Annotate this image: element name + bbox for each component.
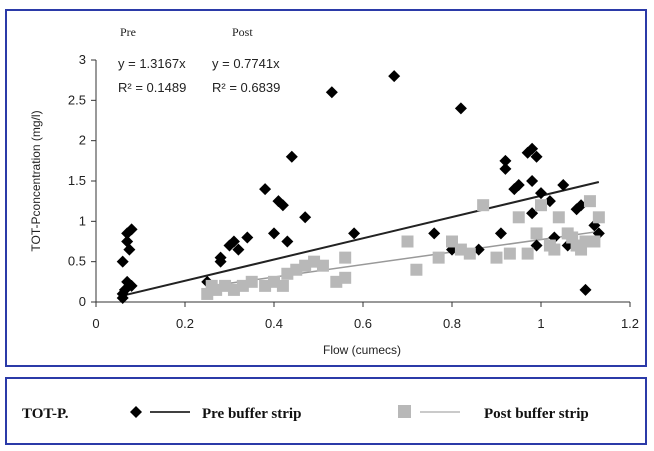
x-tick-label: 0.2 xyxy=(176,316,194,331)
pre-data-point xyxy=(123,243,136,256)
pre-data-point xyxy=(241,231,254,244)
post-data-point xyxy=(316,259,329,272)
y-tick-label: 2.5 xyxy=(68,92,86,107)
points-layer xyxy=(116,70,605,304)
pre-data-point xyxy=(494,227,507,240)
post-data-point xyxy=(339,271,352,284)
pre-data-point xyxy=(116,255,129,268)
post-data-point xyxy=(521,247,534,260)
y-tick-label: 0.5 xyxy=(68,254,86,269)
x-tick-label: 0 xyxy=(92,316,99,331)
pre-data-point xyxy=(232,243,245,256)
pre-data-point xyxy=(227,235,240,248)
post-data-point xyxy=(592,211,605,224)
annotation-post-heading: Post xyxy=(232,25,253,39)
x-tick-label: 0.8 xyxy=(443,316,461,331)
x-tick-label: 1 xyxy=(537,316,544,331)
x-axis-label: Flow (cumecs) xyxy=(323,343,401,357)
chart-frame xyxy=(5,9,647,367)
post-data-point xyxy=(463,247,476,260)
y-tick-label: 0 xyxy=(79,294,86,309)
pre-data-point xyxy=(268,227,280,240)
post-data-point xyxy=(583,195,596,208)
post-data-point xyxy=(503,247,516,260)
post-data-point xyxy=(432,251,445,264)
annotation-pre-heading: Pre xyxy=(120,25,136,39)
post-data-point xyxy=(588,235,601,248)
pre-data-point xyxy=(388,70,401,83)
y-tick-label: 3 xyxy=(79,52,86,67)
legend-prefix: TOT-P. xyxy=(22,406,69,422)
pre-data-point xyxy=(557,179,570,192)
pre-data-point xyxy=(428,227,441,240)
x-tick-label: 0.6 xyxy=(354,316,372,331)
pre-data-point xyxy=(285,150,298,163)
tick-layer: 0 0.2 0.4 0.6 0.8 1 1.2 0 0.5 1 1.5 2 2.5 3 xyxy=(68,52,639,331)
x-tick-label: 1.2 xyxy=(621,316,639,331)
annotation-pre-r2: R² = 0.1489 xyxy=(118,80,186,95)
pre-data-point xyxy=(526,142,539,155)
x-tick-label: 0.4 xyxy=(265,316,283,331)
post-data-point xyxy=(477,199,490,212)
annotation-pre-equation: y = 1.3167x xyxy=(118,56,186,71)
pre-data-point xyxy=(259,183,272,196)
pre-data-point xyxy=(530,150,543,163)
post-data-point xyxy=(490,251,503,264)
pre-data-point xyxy=(299,211,312,224)
y-axis-label: TOT-Pconcentration (mg/l) xyxy=(29,110,43,251)
legend-pre-label: Pre buffer strip xyxy=(202,406,301,422)
legend-pre-marker xyxy=(130,406,142,418)
pre-data-point xyxy=(535,187,547,200)
legend-frame xyxy=(5,377,647,445)
pre-data-point xyxy=(526,175,539,187)
post-data-point xyxy=(552,211,565,224)
post-data-point xyxy=(535,199,547,212)
pre-data-point xyxy=(281,235,294,248)
legend-post-marker xyxy=(398,405,411,418)
post-data-point xyxy=(401,235,414,248)
y-tick-label: 1 xyxy=(79,213,86,228)
pre-trendline xyxy=(122,181,600,297)
post-data-point xyxy=(276,279,289,292)
pre-data-point xyxy=(499,154,512,167)
annotation-post-r2: R² = 0.6839 xyxy=(212,80,280,95)
annotation-post-equation: y = 0.7741x xyxy=(212,56,280,71)
pre-data-point xyxy=(125,279,138,292)
y-tick-label: 2 xyxy=(79,133,86,148)
pre-data-point xyxy=(125,223,138,236)
post-data-point xyxy=(548,243,561,256)
post-data-point xyxy=(512,211,525,224)
post-data-point xyxy=(245,275,258,288)
pre-data-point xyxy=(499,162,512,175)
post-data-point xyxy=(410,263,423,276)
legend-post-label: Post buffer strip xyxy=(484,406,589,422)
post-data-point xyxy=(530,227,543,240)
pre-data-point xyxy=(454,102,467,115)
y-tick-label: 1.5 xyxy=(68,173,86,188)
pre-data-point xyxy=(512,179,525,192)
pre-data-point xyxy=(579,283,592,296)
post-data-point xyxy=(339,251,352,264)
pre-data-point xyxy=(348,227,361,240)
pre-data-point xyxy=(214,251,227,264)
pre-data-point xyxy=(276,199,289,212)
pre-data-point xyxy=(325,86,338,99)
